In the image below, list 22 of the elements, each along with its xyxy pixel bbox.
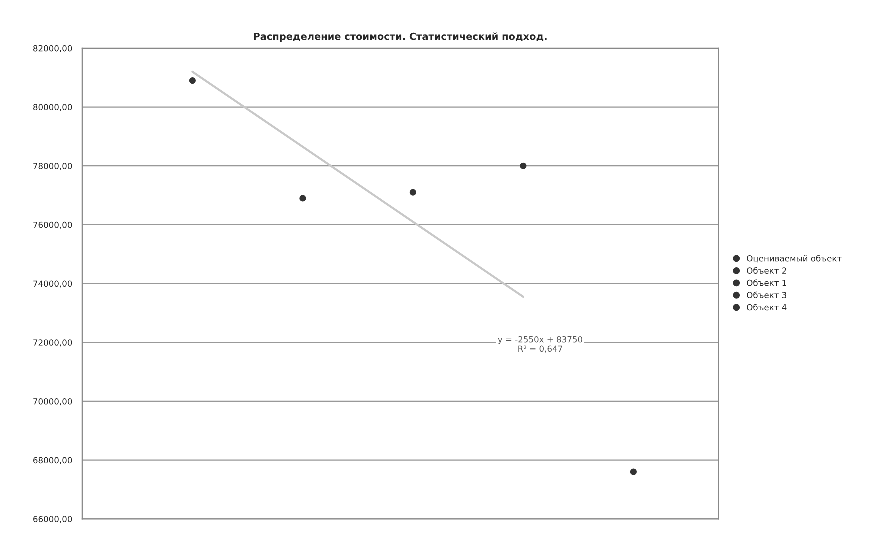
y-tick-label: 78000,00 — [34, 163, 72, 170]
y-tick-label: 72000,00 — [34, 340, 72, 347]
legend-label: Объект 1 — [747, 280, 786, 286]
y-tick-label: 82000,00 — [34, 45, 72, 53]
y-tick-label: 68000,00 — [34, 457, 72, 464]
legend-label: Объект 3 — [747, 292, 787, 298]
point — [300, 195, 306, 202]
point — [630, 468, 637, 476]
point — [520, 162, 527, 170]
y-tick-label: 70000,00 — [34, 398, 72, 406]
point — [189, 77, 196, 84]
y-tick-label: 66000,00 — [34, 516, 72, 524]
y-tick-label: 80000,00 — [34, 104, 72, 112]
chart-title: Распределение стоимости. Статистический подход. — [254, 32, 547, 42]
legend-label: Объект 2 — [747, 267, 786, 274]
line-series — [192, 70, 524, 298]
legend-label: Объект 4 — [747, 304, 787, 311]
point — [410, 189, 416, 196]
annotation: y = -2550x + 83750 R² = 0,647 — [498, 336, 582, 353]
y-tick-label: 74000,00 — [34, 280, 72, 288]
legend-label: Оцениваемый объект — [747, 255, 842, 263]
y-tick-label: 76000,00 — [34, 222, 72, 230]
